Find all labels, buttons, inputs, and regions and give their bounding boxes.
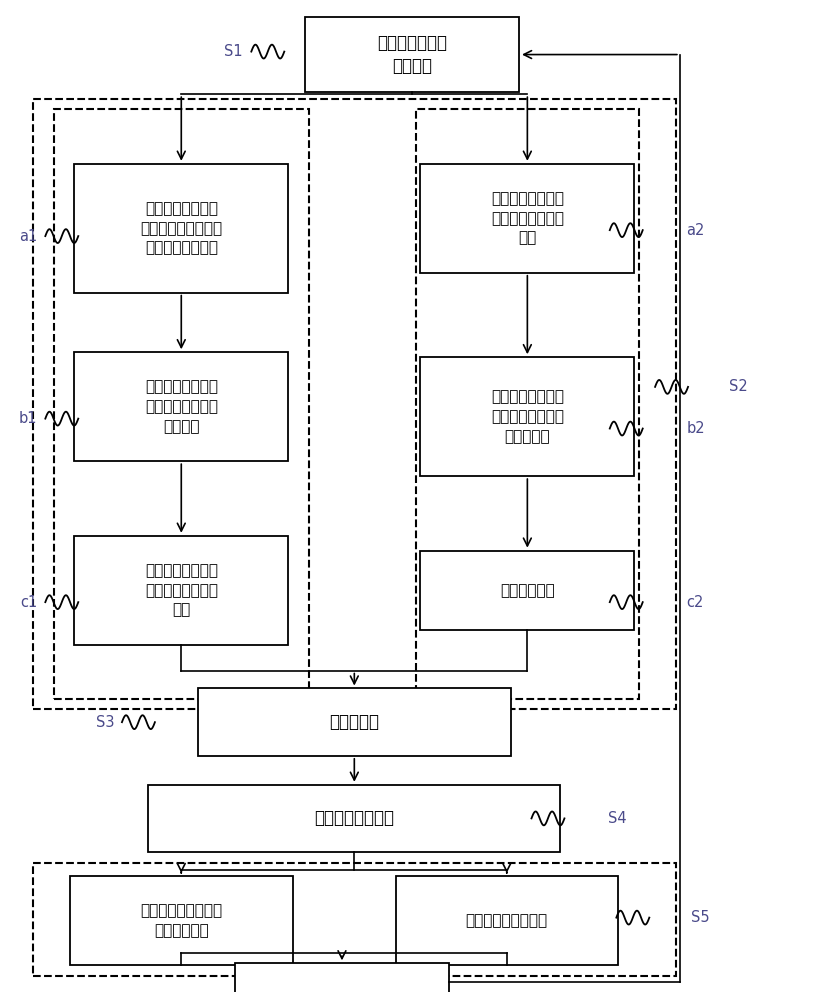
Bar xyxy=(396,876,618,965)
Text: S1: S1 xyxy=(224,44,243,60)
Text: S2: S2 xyxy=(729,379,748,395)
Bar xyxy=(416,109,639,699)
Text: 侧围定位机构上升: 侧围定位机构上升 xyxy=(314,809,395,827)
Bar xyxy=(74,536,288,645)
Text: S3: S3 xyxy=(96,714,115,730)
Bar xyxy=(235,963,449,992)
Text: a2: a2 xyxy=(686,222,705,238)
Text: b1: b1 xyxy=(19,411,37,427)
Bar xyxy=(33,863,676,976)
Text: S5: S5 xyxy=(691,910,710,926)
Bar xyxy=(420,357,634,476)
Text: 车身托架后退移动
到下一个待焊接白
车身的底部: 车身托架后退移动 到下一个待焊接白 车身的底部 xyxy=(491,389,564,444)
Bar xyxy=(70,876,293,965)
Text: 车身托架托起白
车身输送: 车身托架托起白 车身输送 xyxy=(377,34,447,75)
Bar xyxy=(148,785,560,852)
Bar xyxy=(74,164,288,293)
Bar xyxy=(54,109,309,699)
Text: c1: c1 xyxy=(20,594,37,610)
Text: 车身托架托起白车身: 车身托架托起白车身 xyxy=(466,913,548,929)
Text: 侧围定位机构和车
架定位机构定位白
车身: 侧围定位机构和车 架定位机构定位白 车身 xyxy=(145,562,218,618)
Text: a1: a1 xyxy=(19,228,37,244)
Text: 焊接白车身: 焊接白车身 xyxy=(330,713,379,731)
Text: 车身托架张开: 车身托架张开 xyxy=(500,582,555,598)
Text: b2: b2 xyxy=(686,421,705,436)
Text: 输送到位白车身下
降，侧围定位立柱机
构翻转为立起状态: 输送到位白车身下 降，侧围定位立柱机 构翻转为立起状态 xyxy=(140,200,222,256)
Text: 侧围定位机构下降
并由侧围定位立柱
机构支撑: 侧围定位机构下降 并由侧围定位立柱 机构支撑 xyxy=(145,379,218,434)
Bar xyxy=(74,352,288,461)
Bar xyxy=(420,164,634,273)
Bar xyxy=(198,688,511,756)
Text: c2: c2 xyxy=(686,594,704,610)
Text: S4: S4 xyxy=(608,810,627,826)
Bar xyxy=(305,18,519,92)
Bar xyxy=(420,551,634,630)
Text: 侧围定位立柱机构翻
转为放倒状态: 侧围定位立柱机构翻 转为放倒状态 xyxy=(140,903,222,938)
Bar xyxy=(33,99,676,709)
Text: 车身托架脱离白车
身下降，车身托架
收回: 车身托架脱离白车 身下降，车身托架 收回 xyxy=(491,190,564,246)
